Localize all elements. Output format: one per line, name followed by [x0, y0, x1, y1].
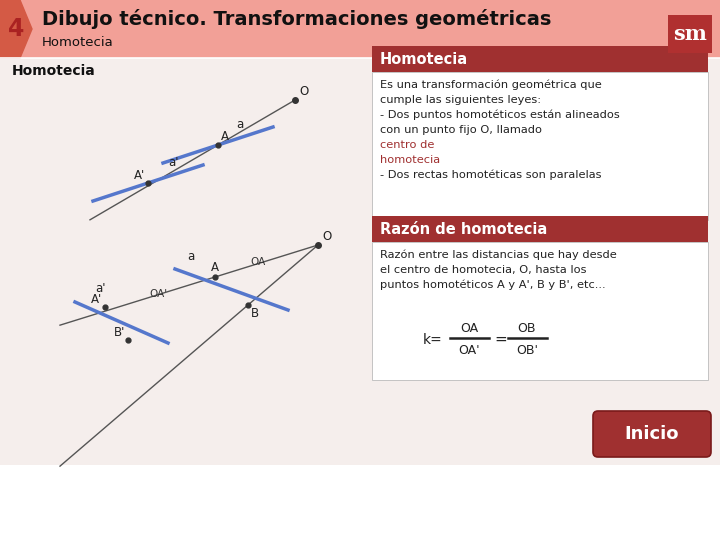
Polygon shape — [0, 0, 32, 58]
Text: A': A' — [134, 169, 145, 182]
Text: a: a — [236, 118, 243, 131]
Text: Homotecia: Homotecia — [42, 37, 114, 50]
Text: OA: OA — [251, 257, 266, 267]
Text: 4: 4 — [8, 17, 24, 41]
Text: Inicio: Inicio — [625, 425, 679, 443]
Bar — [372, 216, 708, 242]
Text: =: = — [495, 332, 508, 347]
Text: OA: OA — [460, 322, 478, 335]
Text: Razón de homotecia: Razón de homotecia — [380, 221, 547, 237]
Text: OB': OB' — [516, 343, 538, 356]
Text: Razón entre las distancias que hay desde: Razón entre las distancias que hay desde — [380, 250, 617, 260]
Text: - Dos puntos homotéticos están alineados: - Dos puntos homotéticos están alineados — [380, 110, 620, 120]
Bar — [0, 0, 720, 58]
Bar — [372, 242, 708, 380]
Text: B: B — [251, 307, 259, 320]
Text: cumple las siguientes leyes:: cumple las siguientes leyes: — [380, 95, 541, 105]
Text: centro de: centro de — [380, 140, 434, 150]
Bar — [0, 465, 720, 540]
Text: sm: sm — [673, 24, 707, 44]
Text: Es una transformación geométrica que: Es una transformación geométrica que — [380, 80, 602, 91]
Text: Homotecia: Homotecia — [12, 64, 96, 78]
Text: homotecia: homotecia — [380, 155, 440, 165]
Bar — [372, 46, 708, 72]
Text: el centro de homotecia, O, hasta los: el centro de homotecia, O, hasta los — [380, 265, 587, 275]
Text: O: O — [322, 230, 331, 243]
Text: k=: k= — [422, 333, 442, 347]
Text: puntos homotéticos A y A', B y B', etc...: puntos homotéticos A y A', B y B', etc..… — [380, 280, 606, 291]
Text: a': a' — [95, 282, 106, 295]
Text: con un punto fijo O, llamado: con un punto fijo O, llamado — [380, 125, 546, 135]
Text: A: A — [211, 261, 219, 274]
Text: a': a' — [168, 156, 179, 169]
Bar — [372, 72, 708, 220]
Text: a: a — [187, 250, 194, 263]
FancyBboxPatch shape — [593, 411, 711, 457]
Text: A': A' — [91, 293, 102, 306]
Text: OA': OA' — [149, 289, 167, 299]
Text: OA': OA' — [458, 343, 480, 356]
Text: B': B' — [114, 326, 125, 339]
Bar — [668, 15, 712, 53]
Text: Homotecia: Homotecia — [380, 51, 468, 66]
Text: O: O — [299, 85, 308, 98]
Text: OB: OB — [518, 322, 536, 335]
Text: Dibujo técnico. Transformaciones geométricas: Dibujo técnico. Transformaciones geométr… — [42, 9, 552, 29]
Text: - Dos rectas homotéticas son paralelas: - Dos rectas homotéticas son paralelas — [380, 170, 601, 180]
Text: A: A — [221, 130, 229, 143]
